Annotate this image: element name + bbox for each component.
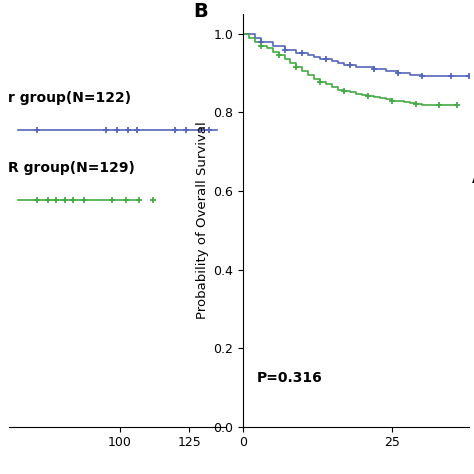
Text: APR: APR: [472, 172, 474, 186]
Text: B: B: [193, 2, 208, 21]
Text: P=0.316: P=0.316: [256, 371, 322, 385]
Text: R group(N=129): R group(N=129): [8, 161, 135, 175]
Y-axis label: Probability of Overall Survival: Probability of Overall Survival: [196, 121, 209, 319]
Text: r group(N=122): r group(N=122): [8, 91, 131, 105]
